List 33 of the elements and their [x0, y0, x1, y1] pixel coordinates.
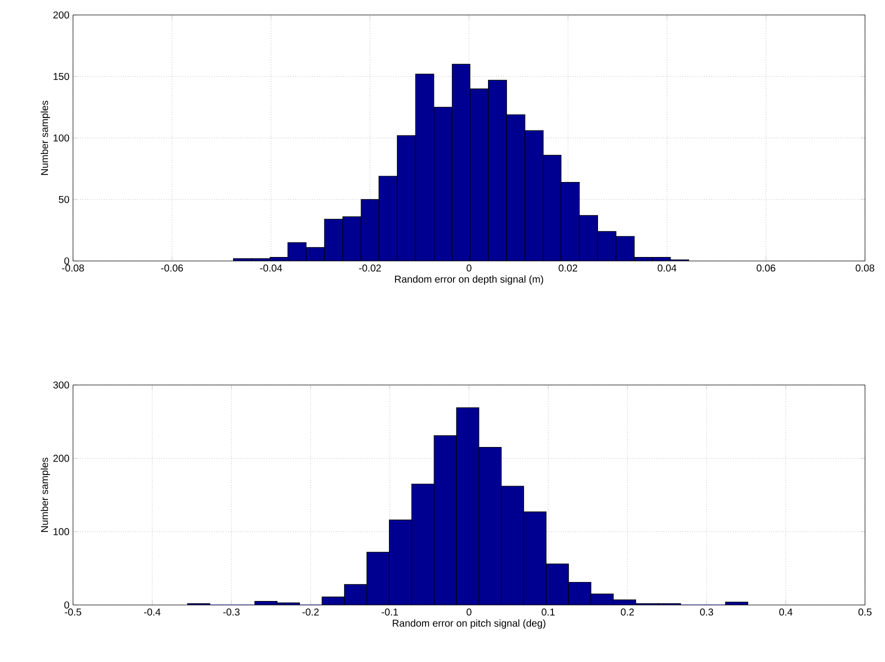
x-tick-label: 0.06	[756, 264, 776, 272]
y-tick-label: 0	[64, 601, 70, 609]
y-axis-title: Number samples	[40, 100, 50, 175]
x-tick-label: 0	[466, 264, 472, 272]
x-tick-label: -0.5	[64, 608, 82, 616]
y-tick-label: 200	[53, 454, 70, 462]
y-tick-label: 0	[64, 257, 70, 265]
x-tick-label: -0.4	[144, 608, 160, 616]
x-tick-label: -0.1	[382, 608, 398, 616]
x-tick-label: -0.02	[359, 264, 381, 272]
y-tick-label: 50	[58, 196, 70, 204]
x-tick-label: -0.06	[161, 264, 183, 272]
x-tick-label: 0	[466, 608, 472, 616]
x-tick-label: -0.08	[62, 264, 84, 272]
x-tick-label: -0.04	[260, 264, 282, 272]
x-tick-label: 0.04	[658, 264, 676, 272]
x-tick-label: 0.2	[620, 608, 634, 616]
y-tick-label: 100	[54, 528, 70, 536]
x-tick-label: 0.02	[558, 264, 578, 272]
y-axis-title: Number samples	[40, 458, 50, 532]
y-tick-label: 100	[54, 134, 70, 142]
x-axis-title: Random error on pitch signal (deg)	[392, 619, 546, 629]
x-axis-title: Random error on depth signal (m)	[395, 275, 544, 285]
x-tick-label: -0.2	[302, 608, 319, 616]
y-tick-label: 150	[54, 72, 70, 80]
y-tick-label: 200	[53, 11, 70, 19]
x-tick-label: 0.08	[856, 264, 874, 272]
y-tick-label: 300	[53, 381, 70, 389]
x-tick-label: 0.1	[542, 608, 555, 616]
x-tick-label: 0.3	[700, 608, 714, 616]
x-tick-label: 0.5	[858, 608, 872, 616]
x-tick-label: -0.3	[223, 608, 240, 616]
x-tick-label: 0.4	[779, 608, 792, 616]
